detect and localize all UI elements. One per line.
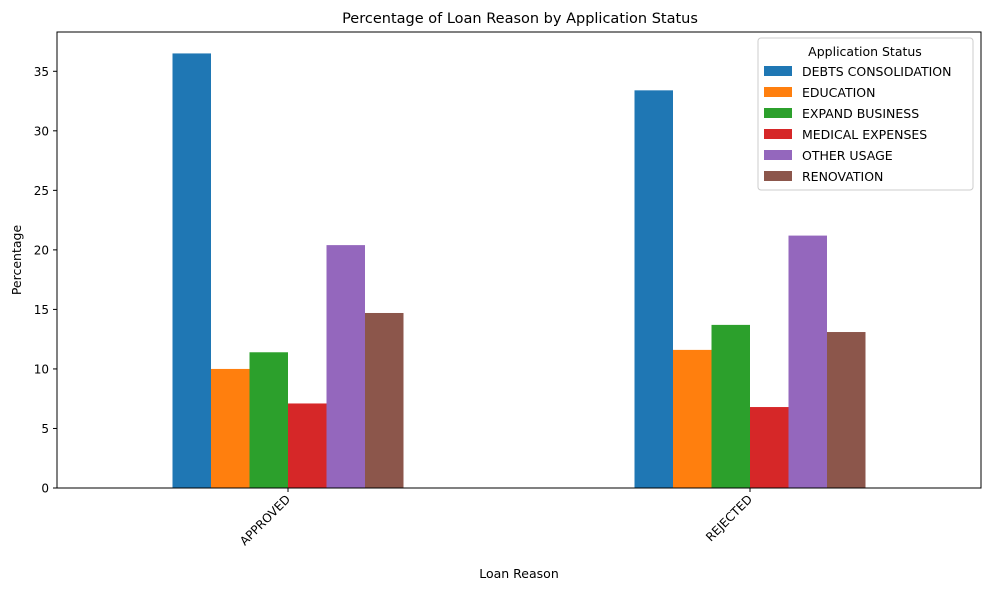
bar-medical-expenses-rejected [750,407,789,488]
y-tick-label: 30 [34,124,49,138]
legend-swatch [764,66,792,76]
x-axis: APPROVED REJECTED [237,488,755,548]
bar-education-rejected [673,349,712,488]
y-tick-label: 35 [34,65,49,79]
bar-other-usage-approved [326,245,365,488]
bar-other-usage-rejected [788,235,827,488]
legend-box [757,37,974,191]
bar-debts-consolidation-approved [172,53,211,488]
y-tick-label: 20 [34,243,49,257]
legend-swatch [764,87,792,97]
bar-renovation-rejected [827,332,866,488]
legend-label: EXPAND BUSINESS [802,106,919,121]
x-axis-label: Loan Reason [479,566,559,581]
y-tick-label: 5 [41,422,49,436]
legend-label: OTHER USAGE [802,148,893,163]
y-axis: 0 5 10 15 20 25 30 35 [34,65,57,496]
chart-title: Percentage of Loan Reason by Application… [342,11,698,27]
legend-swatch [764,150,792,160]
bar-medical-expenses-approved [288,403,327,488]
legend-label: RENOVATION [802,169,883,184]
y-tick-label: 25 [34,184,49,198]
legend: Application Status DEBTS CONSOLIDATION ED… [757,37,974,191]
bar-education-approved [211,368,250,488]
x-tick-label-approved: APPROVED [237,492,293,548]
bar-renovation-approved [365,312,404,488]
bar-expand-business-approved [249,352,288,488]
y-tick-label: 15 [34,303,49,317]
x-tick-label-rejected: REJECTED [703,492,755,544]
legend-label: MEDICAL EXPENSES [802,127,927,142]
legend-label: EDUCATION [802,85,876,100]
y-tick-label: 0 [41,482,49,496]
legend-label: DEBTS CONSOLIDATION [802,64,951,79]
bars [172,53,866,489]
legend-swatch [764,129,792,139]
y-tick-label: 10 [34,362,49,376]
bar-debts-consolidation-rejected [634,90,673,489]
legend-items: DEBTS CONSOLIDATION EDUCATION EXPAND BUSIN… [764,64,951,184]
y-axis-label: Percentage [9,225,24,296]
legend-swatch [764,171,792,181]
bar-expand-business-rejected [711,324,750,488]
legend-swatch [764,108,792,118]
legend-title: Application Status [808,44,922,59]
plot-frame [56,31,982,489]
